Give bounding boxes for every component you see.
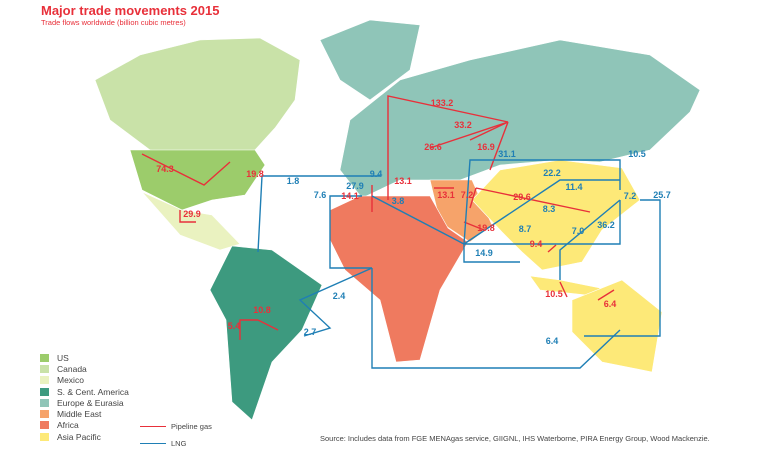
legend-item: Europe & Eurasia	[40, 397, 129, 408]
lng-key-label: LNG	[171, 439, 187, 448]
legend-item: US	[40, 352, 129, 363]
lng-flow-label: 3.8	[392, 196, 405, 206]
pipeline-flow-label: 6.4	[604, 299, 617, 309]
legend-swatch	[40, 432, 49, 441]
legend-item: S. & Cent. America	[40, 386, 129, 397]
lng-flow-label: 8.3	[543, 204, 556, 214]
pipeline-flow-label: 29.6	[513, 192, 531, 202]
map-subtitle: Trade flows worldwide (billion cubic met…	[41, 18, 186, 27]
map-title: Major trade movements 2015	[41, 3, 220, 18]
lng-flow-label: 6.4	[546, 336, 559, 346]
legend-label: Africa	[57, 420, 79, 431]
pipeline-flow-label: 10.5	[545, 289, 563, 299]
pipeline-flow-label: 19.8	[246, 169, 264, 179]
legend-item: Asia Pacific	[40, 431, 129, 442]
legend-swatch	[40, 376, 49, 385]
lng-routes	[257, 159, 661, 369]
legend: US Canada Mexico S. & Cent. America Europe &…	[40, 352, 129, 442]
lng-flow-label: 31.1	[498, 149, 516, 159]
legend-item: Middle East	[40, 408, 129, 419]
legend-item: Canada	[40, 363, 129, 374]
region-mexico	[141, 191, 241, 251]
pipeline-flow-label: 26.6	[424, 142, 442, 152]
region-asia-pacific	[471, 159, 641, 271]
pipeline-arrow-icon	[140, 425, 166, 428]
pipeline-flow-label: 10.8	[253, 305, 271, 315]
region-canada	[94, 37, 301, 159]
legend-swatch	[40, 421, 49, 430]
lng-flow-label: 22.2	[543, 168, 561, 178]
legend-label: S. & Cent. America	[57, 386, 129, 397]
pipeline-flow-label: 74.3	[156, 164, 174, 174]
legend-label: US	[57, 352, 69, 363]
lng-flow-label: 2.4	[333, 291, 346, 301]
legend-item: Africa	[40, 420, 129, 431]
region-europe-eurasia	[339, 39, 701, 199]
pipeline-flow-label: 7.2	[461, 190, 474, 200]
pipeline-flow-label: 133.2	[431, 98, 454, 108]
legend-label: Asia Pacific	[57, 431, 101, 442]
region-africa	[329, 195, 469, 363]
lng-arrow-icon	[140, 442, 166, 445]
legend-swatch	[40, 387, 49, 396]
region-s-cent-america	[209, 245, 323, 421]
legend-swatch	[40, 353, 49, 362]
region-greenland	[319, 19, 421, 101]
lng-flow-label: 7.0	[572, 226, 585, 236]
route-key: Pipeline gas LNG	[140, 418, 212, 452]
pipeline-flow-label: 9.4	[530, 239, 543, 249]
lng-flow-label: 7.6	[314, 190, 327, 200]
lng-flow-label: 14.9	[475, 248, 493, 258]
lng-flow-label: 36.2	[597, 220, 615, 230]
pipeline-key-label: Pipeline gas	[171, 422, 212, 431]
legend-label: Canada	[57, 363, 87, 374]
pipeline-flow-label: 33.2	[454, 120, 472, 130]
pipeline-flow-label: 13.1	[394, 176, 412, 186]
legend-label: Europe & Eurasia	[57, 397, 124, 408]
pipeline-flow-label: 16.9	[477, 142, 495, 152]
pipeline-flow-label: 14.1	[341, 191, 359, 201]
region-australia	[571, 279, 663, 373]
lng-flow-label: 25.7	[653, 190, 671, 200]
legend-swatch	[40, 364, 49, 373]
legend-swatch	[40, 410, 49, 419]
lng-flow-label: 8.7	[519, 224, 532, 234]
lng-flow-label: 2.7	[304, 327, 317, 337]
lng-flow-label: 10.5	[628, 149, 646, 159]
legend-item: Mexico	[40, 375, 129, 386]
lng-flow-label: 9.4	[370, 169, 383, 179]
legend-label: Middle East	[57, 409, 102, 420]
lng-flow-label: 27.9	[346, 181, 364, 191]
pipeline-flow-label: 19.8	[477, 223, 495, 233]
legend-swatch	[40, 398, 49, 407]
source-note: Source: Includes data from FGE MENAgas s…	[320, 434, 710, 443]
pipeline-flow-label: 29.9	[183, 209, 201, 219]
lng-flow-label: 11.4	[565, 182, 582, 192]
lng-flow-label: 7.2	[624, 191, 637, 201]
pipeline-flow-label: 5.4	[228, 321, 241, 331]
pipeline-routes	[141, 95, 615, 340]
pipeline-flow-label: 13.1	[437, 190, 455, 200]
legend-label: Mexico	[57, 375, 84, 386]
lng-flow-label: 1.8	[287, 176, 300, 186]
